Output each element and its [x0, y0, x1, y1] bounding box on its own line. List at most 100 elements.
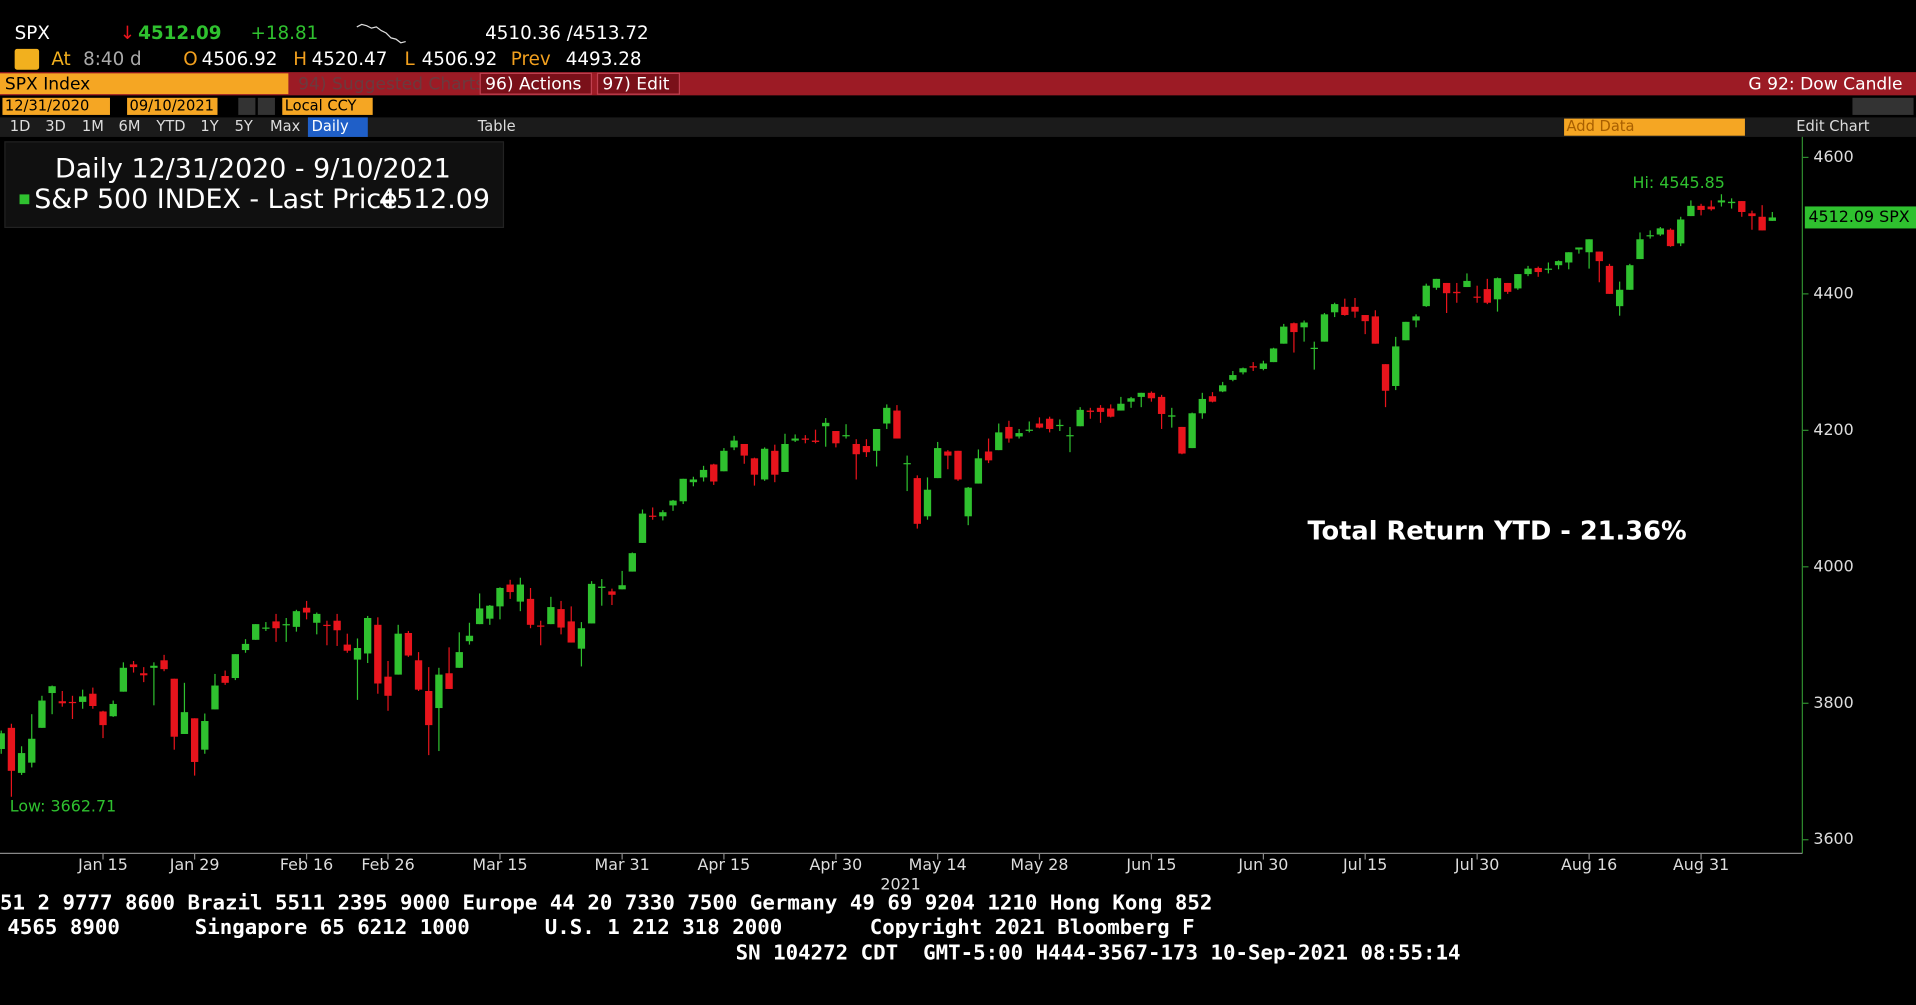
candle-body — [1768, 217, 1776, 221]
candle-body — [1636, 239, 1644, 260]
candle-body — [1249, 366, 1257, 368]
x-year-label: 2021 — [880, 875, 920, 894]
low-label: L — [404, 49, 415, 70]
candle-body — [852, 443, 860, 455]
candle-body — [201, 721, 209, 750]
candle-body — [883, 407, 891, 424]
open-label: O — [183, 49, 197, 70]
candle-body — [262, 627, 270, 629]
frequency[interactable]: Daily — [312, 118, 349, 135]
candle-body — [1127, 398, 1135, 402]
edit[interactable]: 97) Edit — [602, 74, 669, 94]
candle-body — [1656, 228, 1665, 235]
candle-body — [730, 440, 738, 448]
x-tick-label: Jan 15 — [77, 855, 128, 874]
candle-body — [1320, 314, 1329, 342]
candle-body — [1758, 216, 1766, 231]
legend-box — [4, 141, 505, 229]
undo-redo[interactable] — [1852, 97, 1914, 115]
candle-body — [995, 432, 1003, 451]
candle-body — [720, 450, 728, 472]
candle-body — [811, 440, 820, 442]
candle-body — [974, 458, 983, 484]
candle-body — [679, 478, 687, 502]
candle-body — [1442, 282, 1451, 294]
table-button[interactable]: Table — [477, 118, 516, 135]
candle-body — [1371, 316, 1380, 344]
end-date-field[interactable] — [127, 97, 218, 115]
candle-body — [1707, 206, 1715, 210]
period-button[interactable]: 6M — [119, 118, 141, 135]
candle-body — [923, 489, 932, 517]
period-button[interactable]: 1M — [82, 118, 104, 135]
candle-body — [1585, 239, 1593, 253]
y-tick-label: 4200 — [1813, 420, 1853, 439]
candle-body — [1504, 282, 1512, 292]
candle-body — [740, 443, 748, 456]
candle-body — [608, 591, 616, 595]
candle-body — [587, 583, 596, 624]
candle-body — [832, 431, 840, 444]
prev-label: Prev — [511, 49, 551, 70]
candle-body — [1575, 247, 1583, 250]
candle-body — [1137, 392, 1145, 397]
edit-button[interactable] — [596, 72, 681, 95]
period-button[interactable]: 5Y — [235, 118, 253, 135]
bid-ask: 4510.36 /4513.72 — [485, 23, 649, 44]
x-tick-label: Feb 26 — [361, 855, 414, 874]
edit-chart[interactable]: Edit Chart — [1796, 118, 1870, 135]
period-button[interactable]: 3D — [45, 118, 66, 135]
candle-body — [1748, 213, 1756, 217]
ticker: SPX — [15, 23, 50, 44]
period-button[interactable]: YTD — [155, 118, 185, 135]
candle-body — [68, 701, 77, 704]
period-button[interactable]: Max — [270, 118, 301, 135]
candle-body — [689, 479, 698, 483]
currency[interactable]: Local CCY — [285, 97, 357, 114]
x-tick-label: Jul 30 — [1454, 855, 1499, 874]
candle-body — [577, 628, 586, 649]
add-data[interactable]: Add Data — [1567, 118, 1635, 135]
return-annotation: Total Return YTD - 21.36% — [1307, 516, 1686, 546]
x-tick-label: Jul 15 — [1342, 855, 1387, 874]
suggested-charts[interactable]: 94) Suggested Charts — [298, 74, 484, 94]
next-button[interactable] — [257, 97, 275, 115]
period-button[interactable]: 1Y — [200, 118, 218, 135]
actions[interactable]: 96) Actions — [485, 74, 581, 94]
candle-body — [17, 753, 26, 773]
actions-button[interactable] — [479, 72, 593, 95]
candle-body — [1605, 265, 1614, 294]
candle-body — [1198, 398, 1206, 414]
candle-body — [771, 450, 779, 475]
candle-body — [801, 438, 810, 440]
period-button[interactable]: 1D — [10, 118, 31, 135]
currency-field[interactable] — [282, 97, 373, 115]
security-field[interactable] — [0, 73, 289, 95]
candle-body — [89, 693, 97, 707]
candle-body — [190, 718, 199, 762]
candle-body — [455, 652, 463, 668]
x-tick-label: Mar 15 — [472, 855, 527, 874]
candle-body — [1045, 418, 1054, 429]
candle-body — [211, 685, 219, 710]
candle-body — [1666, 229, 1675, 247]
start-date[interactable]: 12/31/2020 — [5, 97, 89, 114]
candle-body — [1615, 289, 1624, 307]
frequency-field[interactable] — [307, 117, 368, 137]
y-tick-label: 3600 — [1813, 829, 1853, 848]
candle-body — [445, 673, 453, 689]
add-data-field[interactable] — [1564, 118, 1745, 136]
end-date[interactable]: 09/10/2021 — [130, 97, 214, 114]
prev-button[interactable] — [238, 97, 256, 115]
candle-body — [323, 624, 331, 627]
sparkline — [356, 23, 406, 44]
high-label: H — [293, 49, 307, 70]
y-tick-label: 4600 — [1813, 147, 1853, 166]
clock-icon — [14, 48, 40, 70]
candle-body — [1117, 403, 1125, 411]
candle-body — [984, 451, 993, 461]
start-date-field[interactable] — [2, 97, 110, 115]
last-price-tag: 4512.09 SPX — [1808, 207, 1909, 226]
candle-body — [516, 584, 525, 602]
